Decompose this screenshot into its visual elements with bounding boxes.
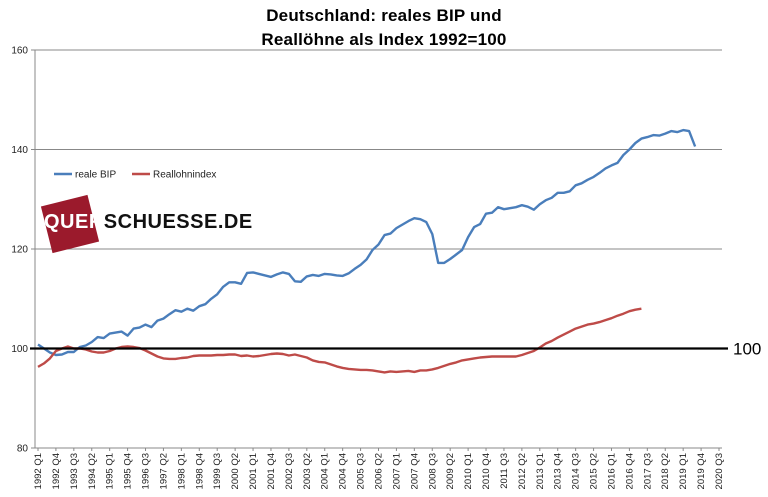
x-tick-label: 2001 Q1 [248, 453, 259, 489]
legend: reale BIP Reallohnindex [54, 170, 216, 181]
y-tick-label: 120 [11, 245, 28, 256]
x-tick-label: 2015 Q2 [589, 453, 600, 489]
watermark-logo: QUERSCHUESSE.DE [40, 194, 252, 256]
x-tick-label: 1998 Q1 [176, 453, 187, 489]
x-tick-label: 2007 Q1 [391, 453, 402, 489]
x-tick-label: 2005 Q3 [356, 453, 367, 489]
x-tick-label: 2012 Q2 [517, 453, 528, 489]
y-axis-ticks: 80 100 120 140 160 [11, 46, 35, 455]
x-tick-label: 2002 Q3 [284, 453, 295, 489]
x-tick-label: 2013 Q4 [553, 453, 564, 489]
x-tick-label: 2017 Q3 [642, 453, 653, 489]
x-tick-label: 1999 Q3 [212, 453, 223, 489]
x-tick-label: 2018 Q2 [660, 453, 671, 489]
x-tick-label: 2004 Q1 [320, 453, 331, 489]
legend-label-reallohnindex: Reallohnindex [153, 170, 216, 181]
series-line-reale-bip [37, 128, 697, 357]
x-tick-label: 1994 Q2 [87, 453, 98, 489]
x-tick-label: 1998 Q4 [194, 453, 205, 489]
reference-line-label: 100 [733, 340, 761, 359]
x-tick-label: 2009 Q2 [445, 453, 456, 489]
x-tick-label: 2020 Q3 [714, 453, 725, 489]
x-tick-label: 1992 Q1 [33, 453, 44, 489]
x-axis-ticks: 1992 Q1 1992 Q4 1993 Q3 1994 Q2 1995 Q1 1995 … [33, 448, 725, 489]
y-tick-label: 80 [17, 444, 29, 455]
x-tick-label: 1992 Q4 [51, 453, 62, 489]
x-tick-label: 2000 Q2 [230, 453, 241, 489]
x-tick-label: 1997 Q2 [158, 453, 169, 489]
x-tick-label: 2007 Q4 [409, 453, 420, 489]
x-tick-label: 2013 Q1 [535, 453, 546, 489]
x-tick-label: 2019 Q1 [678, 453, 689, 489]
x-tick-label: 2010 Q1 [463, 453, 474, 489]
x-tick-label: 1995 Q1 [105, 453, 116, 489]
logo-text-quer: QUER [44, 211, 104, 233]
x-tick-label: 2008 Q3 [427, 453, 438, 489]
logo-text-schuesse: SCHUESSE.DE [103, 211, 253, 233]
x-tick-label: 1996 Q3 [141, 453, 152, 489]
x-tick-label: 2010 Q4 [481, 453, 492, 489]
y-tick-label: 100 [11, 344, 28, 355]
x-tick-label: 1995 Q4 [123, 453, 134, 489]
x-tick-label: 2004 Q4 [338, 453, 349, 489]
x-tick-label: 2016 Q1 [606, 453, 617, 489]
logo-text: QUERSCHUESSE.DE [44, 211, 253, 234]
x-tick-label: 2016 Q4 [624, 453, 635, 489]
chart-title-line1: Deutschland: reales BIP und [266, 6, 502, 25]
x-tick-label: 2003 Q2 [302, 453, 313, 489]
x-tick-label: 2001 Q4 [266, 453, 277, 489]
series-line-reallohnindex [37, 307, 642, 374]
x-tick-label: 2014 Q3 [571, 453, 582, 489]
x-tick-label: 2006 Q2 [374, 453, 385, 489]
legend-label-reale-bip: reale BIP [75, 170, 116, 181]
y-tick-label: 140 [11, 145, 28, 156]
x-tick-label: 2019 Q4 [696, 453, 707, 489]
y-tick-label: 160 [11, 46, 28, 57]
chart-title-line2: Reallöhne als Index 1992=100 [261, 30, 507, 49]
x-tick-label: 2011 Q3 [499, 453, 510, 489]
x-tick-label: 1993 Q3 [69, 453, 80, 489]
